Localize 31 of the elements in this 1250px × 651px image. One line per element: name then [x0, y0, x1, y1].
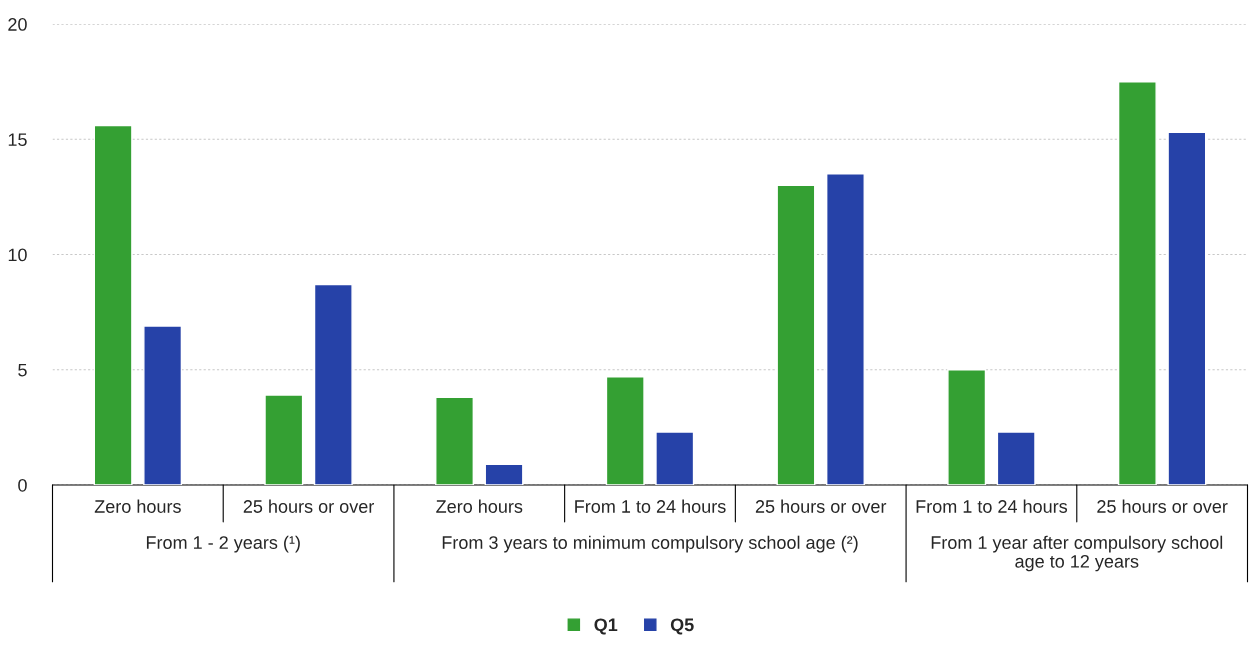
bar	[264, 394, 304, 485]
bar	[776, 184, 816, 485]
bar	[1167, 131, 1207, 485]
x-tick-label: 25 hours or over	[755, 499, 887, 513]
bar	[313, 283, 353, 485]
bar	[1117, 81, 1157, 485]
text: From 3 years to minimum compulsory school age (²)	[442, 535, 858, 553]
y-tick-label: 0	[18, 478, 27, 492]
text: From 1 - 2 years (¹)	[146, 535, 300, 553]
y-tick-label: 15	[8, 133, 27, 147]
bar	[484, 463, 524, 485]
x-tick-label: From 1 to 24 hours	[916, 499, 1068, 513]
bar	[947, 369, 987, 485]
bar	[996, 431, 1036, 485]
x-tick-label: Zero hours	[94, 499, 181, 513]
x-tick-label: From 1 to 24 hours	[575, 499, 726, 513]
x-tick-label: 25 hours or over	[243, 499, 375, 513]
x-tick-label: Zero hours	[436, 499, 523, 513]
y-tick-label: 10	[8, 248, 27, 262]
legend-label: Q5	[670, 618, 694, 635]
legend-label: Q1	[594, 618, 618, 635]
bar	[655, 431, 695, 485]
text: From 1 year after compulsory school age to 12 years	[931, 535, 1223, 572]
x-tick-label: 25 hours or over	[1097, 499, 1228, 513]
y-tick-label: 20	[8, 18, 27, 31]
y-tick-label: 5	[18, 363, 27, 377]
bar	[605, 375, 645, 485]
bar	[825, 173, 865, 485]
bar	[143, 325, 183, 485]
bar	[435, 396, 475, 485]
bar	[93, 124, 133, 485]
